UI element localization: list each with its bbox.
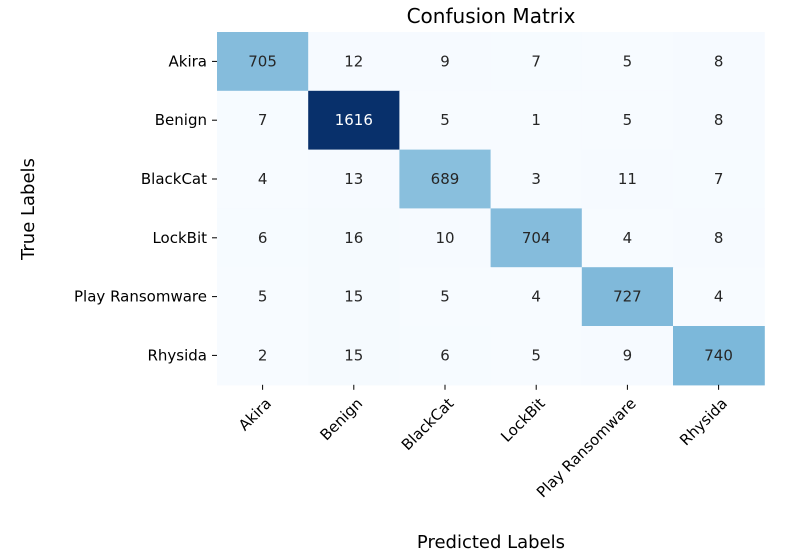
cell-value-label: 740 bbox=[704, 346, 733, 364]
heatmap-value-labels: 705 12 9 7 5 87 1616 5 1 5 84 13 689 3 11 76 16 10 704 4 85 1… bbox=[248, 52, 733, 364]
heatmap-cell-lockbit-benign bbox=[308, 208, 400, 268]
heatmap-cell-rhysida-akira bbox=[217, 326, 309, 386]
cell-value-label: 12 bbox=[344, 52, 363, 70]
cell-value-label: 8 bbox=[714, 229, 724, 247]
heatmap-cell-benign-blackcat bbox=[399, 90, 492, 151]
cell-value-label: 9 bbox=[623, 346, 633, 364]
heatmap-cell-rhysida-blackcat bbox=[399, 326, 492, 386]
y-axis-ticks: Akira Benign BlackCat LockBit Play Ransomwar… bbox=[74, 52, 217, 364]
cell-value-label: 4 bbox=[623, 229, 633, 247]
heatmap-cell-lockbit-lockbit bbox=[490, 208, 583, 268]
y-tick-label-lockbit: LockBit bbox=[152, 229, 207, 247]
cell-value-label: 5 bbox=[623, 52, 633, 70]
heatmap-cell-play-ransomware-benign bbox=[308, 267, 400, 327]
cell-value-label: 7 bbox=[714, 170, 724, 188]
cell-value-label: 704 bbox=[522, 229, 551, 247]
y-tick-label-akira: Akira bbox=[169, 52, 207, 70]
cell-value-label: 6 bbox=[258, 229, 268, 247]
cell-value-label: 705 bbox=[248, 52, 277, 70]
y-tick-label-benign: Benign bbox=[155, 111, 207, 129]
cell-value-label: 689 bbox=[431, 170, 460, 188]
heatmap-cell-rhysida-play-ransomware bbox=[581, 326, 674, 386]
y-tick-label-play-ransomware: Play Ransomware bbox=[74, 288, 207, 306]
heatmap-cell-rhysida-benign bbox=[308, 326, 400, 386]
x-tick-label-play-ransomware: Play Ransomware bbox=[533, 394, 640, 501]
cell-value-label: 2 bbox=[258, 346, 268, 364]
heatmap-cell-lockbit-akira bbox=[217, 208, 309, 268]
cell-value-label: 15 bbox=[344, 288, 363, 306]
cell-value-label: 5 bbox=[258, 288, 268, 306]
cell-value-label: 1616 bbox=[335, 111, 373, 129]
heatmap-cell-blackcat-benign bbox=[308, 149, 400, 209]
heatmap-cell-benign-rhysida bbox=[673, 90, 765, 151]
heatmap-cell-blackcat-lockbit bbox=[490, 149, 583, 209]
x-tick-label-rhysida: Rhysida bbox=[676, 394, 731, 449]
x-tick-label-lockbit: LockBit bbox=[497, 394, 548, 445]
heatmap-cell-play-ransomware-lockbit bbox=[490, 267, 583, 327]
cell-value-label: 5 bbox=[623, 111, 633, 129]
y-tick-label-blackcat: BlackCat bbox=[141, 170, 207, 188]
heatmap-cell-akira-lockbit bbox=[490, 32, 583, 92]
heatmap-cell-akira-rhysida bbox=[673, 32, 765, 92]
heatmap-cell-akira-blackcat bbox=[399, 32, 492, 92]
cell-value-label: 4 bbox=[531, 288, 541, 306]
heatmap-cell-blackcat-play-ransomware bbox=[581, 149, 674, 209]
cell-value-label: 4 bbox=[714, 288, 724, 306]
heatmap-cell-rhysida-lockbit bbox=[490, 326, 583, 386]
heatmap-cell-akira-benign bbox=[308, 32, 400, 92]
cell-value-label: 16 bbox=[344, 229, 363, 247]
heatmap-cell-play-ransomware-blackcat bbox=[399, 267, 492, 327]
chart-title: Confusion Matrix bbox=[407, 4, 576, 28]
heatmap-cell-benign-lockbit bbox=[490, 90, 583, 151]
heatmap-cell-benign-play-ransomware bbox=[581, 90, 674, 151]
cell-value-label: 5 bbox=[440, 288, 450, 306]
heatmap-cell-benign-benign bbox=[308, 90, 400, 151]
x-tick-label-blackcat: BlackCat bbox=[398, 394, 458, 454]
heatmap-cell-blackcat-akira bbox=[217, 149, 309, 209]
heatmap-cells bbox=[217, 32, 765, 386]
cell-value-label: 1 bbox=[531, 111, 541, 129]
x-tick-label-akira: Akira bbox=[235, 394, 275, 434]
heatmap-cell-rhysida-rhysida bbox=[673, 326, 765, 386]
cell-value-label: 8 bbox=[714, 52, 724, 70]
cell-value-label: 5 bbox=[531, 346, 541, 364]
heatmap-cell-lockbit-play-ransomware bbox=[581, 208, 674, 268]
heatmap-cell-lockbit-rhysida bbox=[673, 208, 765, 268]
heatmap-cell-benign-akira bbox=[217, 90, 309, 151]
cell-value-label: 4 bbox=[258, 170, 268, 188]
cell-value-label: 13 bbox=[344, 170, 363, 188]
heatmap-cell-akira-akira bbox=[217, 32, 309, 92]
y-axis-label: True Labels bbox=[18, 158, 39, 261]
cell-value-label: 11 bbox=[618, 170, 637, 188]
heatmap-cell-play-ransomware-play-ransomware bbox=[581, 267, 674, 327]
y-tick-label-rhysida: Rhysida bbox=[147, 346, 207, 364]
x-axis-label: Predicted Labels bbox=[417, 532, 565, 553]
heatmap-cell-blackcat-rhysida bbox=[673, 149, 765, 209]
cell-value-label: 5 bbox=[440, 111, 450, 129]
cell-value-label: 7 bbox=[531, 52, 541, 70]
cell-value-label: 9 bbox=[440, 52, 450, 70]
cell-value-label: 6 bbox=[440, 346, 450, 364]
cell-value-label: 3 bbox=[531, 170, 541, 188]
heatmap-cell-lockbit-blackcat bbox=[399, 208, 492, 268]
heatmap-cell-akira-play-ransomware bbox=[581, 32, 674, 92]
cell-value-label: 10 bbox=[435, 229, 454, 247]
cell-value-label: 15 bbox=[344, 346, 363, 364]
heatmap-cell-play-ransomware-akira bbox=[217, 267, 309, 327]
cell-value-label: 8 bbox=[714, 111, 724, 129]
heatmap-cell-blackcat-blackcat bbox=[399, 149, 492, 209]
x-tick-label-benign: Benign bbox=[317, 394, 367, 444]
cell-value-label: 7 bbox=[258, 111, 268, 129]
cell-value-label: 727 bbox=[613, 288, 642, 306]
heatmap-cell-play-ransomware-rhysida bbox=[673, 267, 765, 327]
